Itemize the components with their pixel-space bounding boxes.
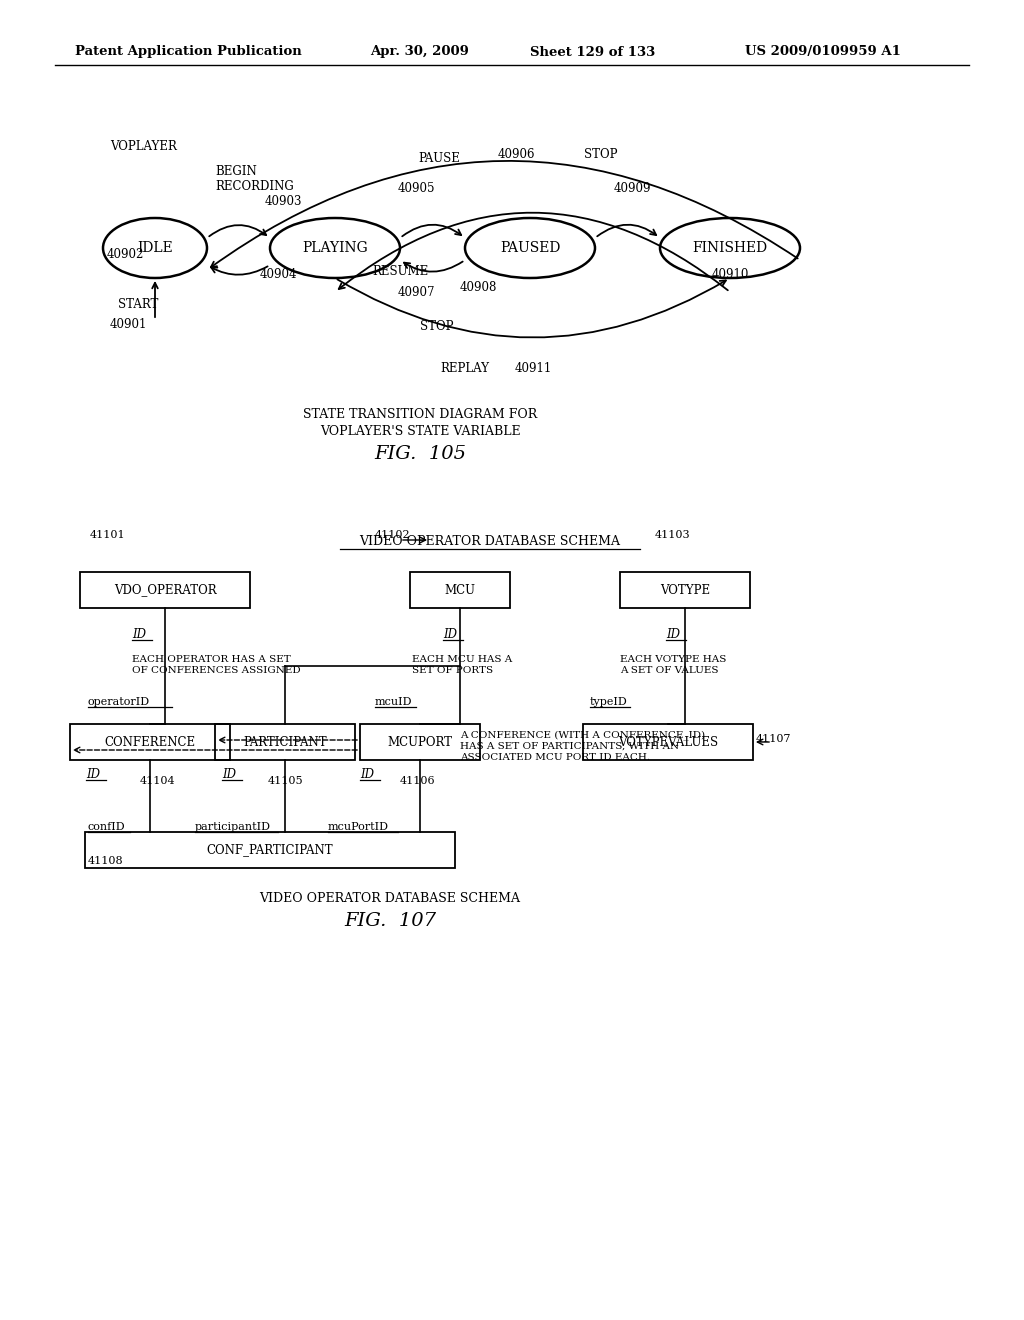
Text: 41104: 41104	[140, 776, 176, 785]
Text: 41103: 41103	[655, 531, 690, 540]
Text: 40901: 40901	[110, 318, 147, 331]
Text: VIDEO OPERATOR DATABASE SCHEMA: VIDEO OPERATOR DATABASE SCHEMA	[359, 535, 621, 548]
Text: STATE TRANSITION DIAGRAM FOR
VOPLAYER'S STATE VARIABLE: STATE TRANSITION DIAGRAM FOR VOPLAYER'S …	[303, 408, 538, 438]
Text: mcuPortID: mcuPortID	[328, 822, 389, 832]
Text: 40910: 40910	[712, 268, 750, 281]
Text: 40908: 40908	[460, 281, 498, 294]
Text: IDLE: IDLE	[137, 242, 173, 255]
Text: ID: ID	[86, 768, 100, 781]
Text: PLAYING: PLAYING	[302, 242, 368, 255]
Text: operatorID: operatorID	[88, 697, 151, 708]
Text: ID: ID	[222, 768, 236, 781]
Text: 40911: 40911	[515, 362, 552, 375]
Text: A CONFERENCE (WITH A CONFERENCE_ID)
HAS A SET OF PARTICIPANTS, WITH AN
ASSOCIATE: A CONFERENCE (WITH A CONFERENCE_ID) HAS …	[460, 730, 706, 762]
Text: PAUSE: PAUSE	[418, 152, 460, 165]
Text: BEGIN
RECORDING: BEGIN RECORDING	[215, 165, 294, 193]
Text: VIDEO OPERATOR DATABASE SCHEMA: VIDEO OPERATOR DATABASE SCHEMA	[259, 892, 520, 906]
Text: 40904: 40904	[260, 268, 298, 281]
Text: VOTYPEVALUES: VOTYPEVALUES	[617, 735, 718, 748]
Text: VDO_OPERATOR: VDO_OPERATOR	[114, 583, 216, 597]
Text: 40905: 40905	[398, 182, 435, 195]
Text: EACH MCU HAS A
SET OF PORTS: EACH MCU HAS A SET OF PORTS	[412, 655, 512, 675]
Text: FINISHED: FINISHED	[692, 242, 768, 255]
Text: ID: ID	[443, 628, 457, 642]
Text: typeID: typeID	[590, 697, 628, 708]
Text: US 2009/0109959 A1: US 2009/0109959 A1	[745, 45, 901, 58]
Text: 41102: 41102	[375, 531, 411, 540]
Text: PAUSED: PAUSED	[500, 242, 560, 255]
Text: FIG.  107: FIG. 107	[344, 912, 436, 931]
Text: 41101: 41101	[90, 531, 126, 540]
Text: CONFERENCE: CONFERENCE	[104, 735, 196, 748]
Text: 40902: 40902	[106, 248, 144, 261]
Text: Apr. 30, 2009: Apr. 30, 2009	[370, 45, 469, 58]
Text: participantID: participantID	[195, 822, 271, 832]
Text: Sheet 129 of 133: Sheet 129 of 133	[530, 45, 655, 58]
Text: VOPLAYER: VOPLAYER	[110, 140, 177, 153]
Text: 41107: 41107	[756, 734, 792, 744]
Text: REPLAY: REPLAY	[440, 362, 489, 375]
Text: MCUPORT: MCUPORT	[387, 735, 453, 748]
Text: STOP: STOP	[420, 319, 454, 333]
Text: Patent Application Publication: Patent Application Publication	[75, 45, 302, 58]
Text: FIG.  105: FIG. 105	[374, 445, 466, 463]
Text: STOP: STOP	[584, 148, 617, 161]
Text: 40906: 40906	[498, 148, 536, 161]
Text: START: START	[118, 298, 159, 312]
Text: RESUME: RESUME	[372, 265, 428, 279]
Text: PARTICIPANT: PARTICIPANT	[243, 735, 327, 748]
Text: 40903: 40903	[265, 195, 302, 209]
Text: mcuID: mcuID	[375, 697, 413, 708]
Text: 41106: 41106	[400, 776, 435, 785]
Text: 40909: 40909	[614, 182, 651, 195]
Text: confID: confID	[88, 822, 126, 832]
Text: ID: ID	[360, 768, 374, 781]
Text: ID: ID	[666, 628, 680, 642]
Text: 41105: 41105	[268, 776, 304, 785]
Text: EACH VOTYPE HAS
A SET OF VALUES: EACH VOTYPE HAS A SET OF VALUES	[620, 655, 726, 675]
Text: VOTYPE: VOTYPE	[659, 583, 710, 597]
Text: ID: ID	[132, 628, 146, 642]
Text: CONF_PARTICIPANT: CONF_PARTICIPANT	[207, 843, 334, 857]
Text: MCU: MCU	[444, 583, 475, 597]
Text: 41108: 41108	[88, 855, 124, 866]
Text: 40907: 40907	[398, 286, 435, 300]
Text: EACH OPERATOR HAS A SET
OF CONFERENCES ASSIGNED: EACH OPERATOR HAS A SET OF CONFERENCES A…	[132, 655, 301, 675]
